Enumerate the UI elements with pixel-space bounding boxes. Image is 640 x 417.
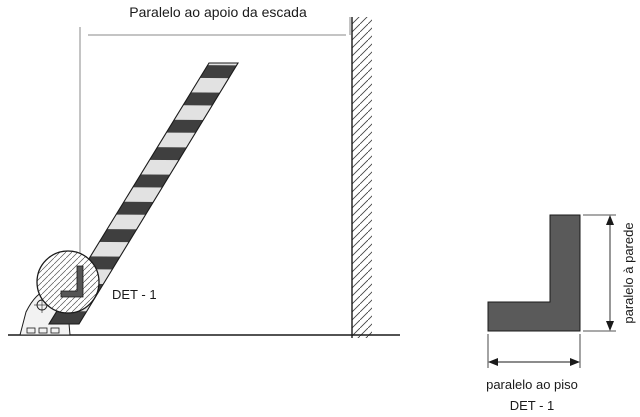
foot-slot-1 (26, 327, 36, 334)
detail-callout-label: DET - 1 (112, 287, 157, 302)
ladder-bar (48, 38, 274, 325)
det1-l-profile (487, 214, 581, 332)
ladder-stripe (112, 174, 190, 188)
foot-slot-2 (38, 327, 48, 334)
ladder-stripe (145, 119, 224, 133)
detail-caption: DET - 1 (510, 398, 555, 413)
wall-hatch (352, 17, 372, 338)
ladder-stripe (95, 201, 174, 215)
ladder-stripe (178, 65, 238, 79)
wall-dim-arrow-bottom (606, 321, 614, 331)
top-label: Paralelo ao apoio da escada (129, 4, 307, 20)
floor-side-label: paralelo ao piso (486, 377, 578, 392)
wall-side-label: paralelo à parede (621, 222, 636, 323)
det1-detail: paralelo à parede paralelo ao piso DET -… (486, 214, 636, 413)
detail-l-profile (60, 265, 84, 298)
ladder-stripe (162, 92, 238, 106)
detail-circle (36, 250, 100, 314)
foot-slot-3 (50, 327, 60, 334)
wall (351, 17, 372, 338)
ladder-stripe (128, 147, 207, 161)
top-guide-lines (79, 17, 351, 290)
ladder-outline (48, 62, 239, 325)
wall-dim-arrow-top (606, 215, 614, 225)
floor-dim-arrow-left (488, 358, 498, 366)
ladder-stripe (79, 229, 157, 243)
ladder-stripe (196, 38, 274, 51)
floor-dim-arrow-right (570, 358, 580, 366)
